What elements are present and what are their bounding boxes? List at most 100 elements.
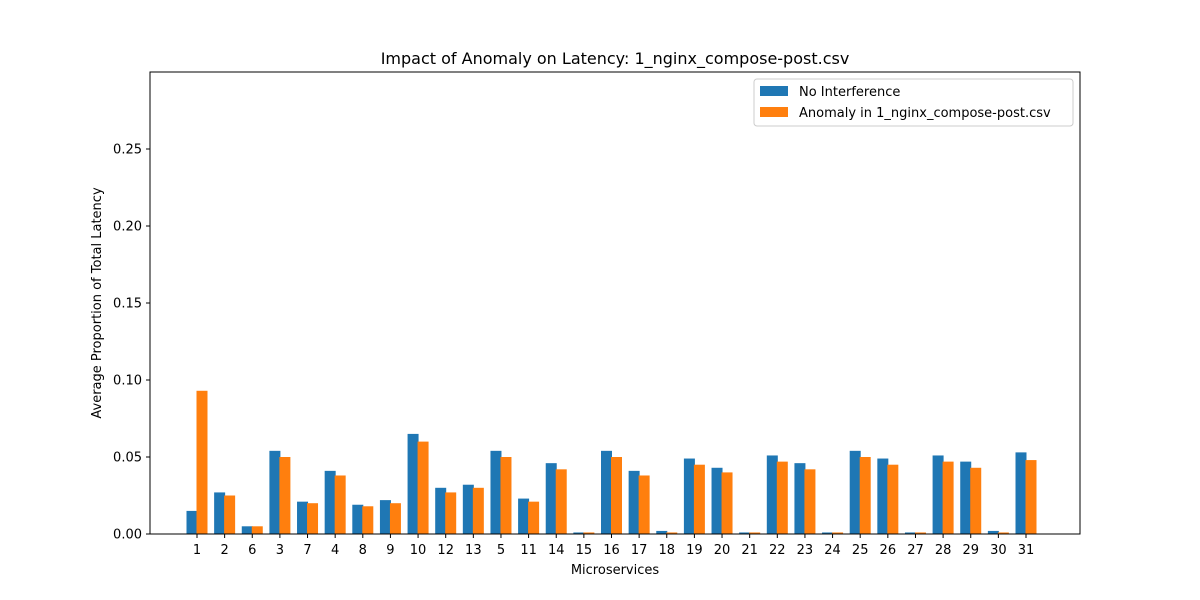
x-tick-label: 22 (769, 543, 786, 558)
bar-anomaly-14 (555, 469, 567, 534)
chart-title: Impact of Anomaly on Latency: 1_nginx_co… (381, 49, 850, 69)
bar-anomaly-9 (389, 503, 401, 534)
bar-no-interference-29 (960, 461, 972, 534)
y-tick-label: 0.00 (113, 528, 142, 543)
x-tick-label: 5 (497, 543, 505, 558)
x-tick-label: 29 (962, 543, 979, 558)
y-tick-label: 0.25 (113, 143, 142, 158)
bar-anomaly-13 (472, 487, 484, 534)
x-tick-label: 12 (437, 543, 454, 558)
x-tick-label: 25 (852, 543, 869, 558)
bar-no-interference-20 (711, 467, 723, 534)
bar-no-interference-25 (849, 450, 861, 534)
x-tick-label: 16 (603, 543, 620, 558)
bar-no-interference-8 (352, 504, 364, 534)
bar-anomaly-11 (528, 501, 540, 534)
bar-anomaly-26 (887, 464, 899, 534)
x-tick-label: 2 (220, 543, 228, 558)
bar-no-interference-14 (545, 463, 557, 534)
x-tick-label: 7 (303, 543, 311, 558)
bar-anomaly-4 (334, 475, 346, 534)
bar-no-interference-3 (269, 450, 281, 534)
x-tick-label: 6 (248, 543, 256, 558)
x-axis-title: Microservices (571, 563, 660, 578)
x-tick-label: 19 (686, 543, 703, 558)
bar-no-interference-18 (656, 530, 668, 534)
x-tick-label: 10 (410, 543, 427, 558)
x-tick-label: 27 (907, 543, 924, 558)
bar-no-interference-10 (407, 433, 419, 534)
bar-anomaly-20 (721, 472, 733, 534)
bar-anomaly-22 (776, 461, 788, 534)
bar-anomaly-18 (666, 532, 678, 534)
bar-anomaly-24 (832, 532, 844, 534)
y-tick-label: 0.15 (113, 297, 142, 312)
bar-anomaly-8 (362, 506, 374, 534)
bar-anomaly-23 (804, 469, 816, 534)
bar-no-interference-28 (932, 455, 944, 534)
bar-no-interference-13 (462, 484, 474, 534)
bar-no-interference-23 (794, 463, 806, 534)
bar-anomaly-10 (417, 441, 429, 534)
bar-anomaly-31 (1025, 460, 1037, 534)
legend-swatch-no-interference (760, 86, 788, 96)
y-tick-label: 0.05 (113, 451, 142, 466)
x-tick-label: 24 (824, 543, 841, 558)
bar-no-interference-31 (1015, 452, 1027, 534)
bar-anomaly-1 (196, 390, 208, 534)
y-axis: 0.00 0.05 0.10 0.15 0.20 0.25 (113, 143, 150, 543)
x-tick-label: 31 (1018, 543, 1035, 558)
legend-swatch-anomaly (760, 107, 788, 117)
x-tick-label: 15 (576, 543, 593, 558)
x-tick-label: 20 (714, 543, 731, 558)
y-tick-label: 0.20 (113, 220, 142, 235)
bar-no-interference-9 (379, 500, 391, 534)
bar-anomaly-19 (693, 464, 705, 534)
x-tick-label: 30 (990, 543, 1007, 558)
x-axis: 1 2 6 3 7 4 8 9 10 12 13 5 11 14 15 16 17 18 19 20 21 22 23 24 2… (193, 534, 1034, 558)
bars-layer (186, 390, 1037, 534)
bar-anomaly-3 (279, 457, 291, 534)
x-tick-label: 18 (658, 543, 675, 558)
y-axis-title: Average Proportion of Total Latency (90, 187, 105, 419)
bar-no-interference-5 (490, 450, 502, 534)
x-tick-label: 14 (548, 543, 565, 558)
bar-no-interference-26 (877, 458, 889, 534)
bar-anomaly-21 (749, 532, 761, 534)
x-tick-label: 21 (741, 543, 758, 558)
bar-no-interference-24 (822, 532, 834, 534)
legend-label-anomaly: Anomaly in 1_nginx_compose-post.csv (799, 106, 1051, 121)
bar-no-interference-19 (683, 458, 695, 534)
bar-anomaly-25 (859, 457, 871, 534)
bar-no-interference-1 (186, 510, 198, 534)
bar-no-interference-4 (324, 470, 336, 534)
bar-no-interference-27 (904, 532, 916, 534)
x-tick-label: 26 (880, 543, 897, 558)
x-tick-label: 9 (386, 543, 394, 558)
bar-no-interference-22 (766, 455, 778, 534)
legend: No Interference Anomaly in 1_nginx_compo… (753, 78, 1074, 127)
bar-anomaly-15 (583, 532, 595, 534)
bar-no-interference-6 (241, 526, 253, 534)
bar-anomaly-27 (914, 532, 926, 534)
bar-anomaly-5 (500, 457, 512, 534)
x-tick-label: 13 (465, 543, 482, 558)
bar-anomaly-16 (611, 457, 622, 534)
x-tick-label: 23 (797, 543, 814, 558)
x-tick-label: 4 (331, 543, 339, 558)
x-tick-label: 8 (359, 543, 367, 558)
legend-label-no-interference: No Interference (799, 85, 900, 100)
bar-anomaly-6 (251, 526, 263, 534)
x-tick-label: 17 (631, 543, 648, 558)
y-tick-label: 0.10 (113, 374, 142, 389)
legend-box (753, 78, 1074, 127)
x-tick-label: 28 (935, 543, 952, 558)
bar-no-interference-17 (628, 470, 640, 534)
bar-anomaly-12 (445, 492, 457, 534)
bar-no-interference-30 (987, 530, 999, 534)
bar-no-interference-7 (297, 501, 309, 534)
bar-no-interference-12 (435, 487, 447, 534)
bar-no-interference-21 (739, 532, 751, 534)
bar-anomaly-28 (942, 461, 954, 534)
